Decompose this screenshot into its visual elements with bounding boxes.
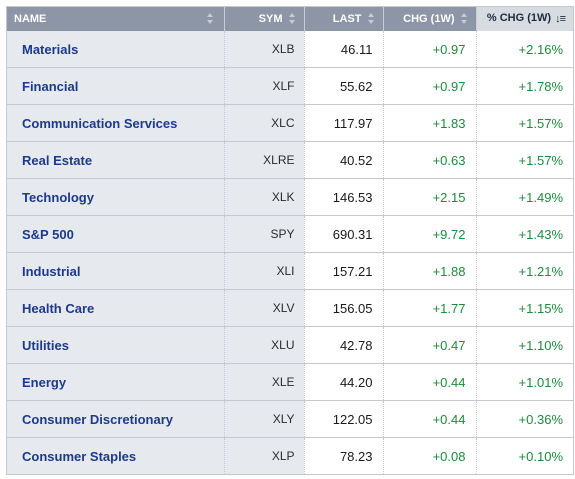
change-cell: +0.44	[383, 400, 477, 438]
symbol-cell: XLE	[224, 363, 305, 401]
table-row[interactable]: Energy XLE 44.20 +0.44 +1.01%	[6, 363, 573, 401]
column-header-last[interactable]: LAST	[304, 6, 384, 31]
symbol-cell: XLP	[224, 437, 305, 475]
column-header-pct-chg[interactable]: % CHG (1W) ↓≡	[476, 6, 573, 31]
symbol-cell: XLC	[224, 104, 305, 142]
sector-name-link[interactable]: Health Care	[6, 289, 225, 327]
symbol-cell: XLV	[224, 289, 305, 327]
change-cell: +0.63	[383, 141, 477, 179]
last-price-cell: 46.11	[304, 31, 384, 68]
percent-change-cell: +0.10%	[476, 437, 573, 475]
table-row[interactable]: Utilities XLU 42.78 +0.47 +1.10%	[6, 326, 573, 364]
sector-name-link[interactable]: Materials	[6, 31, 225, 68]
column-header-chg[interactable]: CHG (1W)	[383, 6, 477, 31]
sector-name-link[interactable]: Technology	[6, 178, 225, 216]
sector-name-link[interactable]: Consumer Staples	[6, 437, 225, 475]
column-header-last-label: LAST	[332, 12, 362, 25]
sector-name-link[interactable]: Energy	[6, 363, 225, 401]
sector-performance-table-container: NAME SYM LAST CHG (1W) % CHG (1W) ↓≡ Mate…	[6, 6, 573, 475]
column-header-sym[interactable]: SYM	[224, 6, 305, 31]
sector-name-link[interactable]: Communication Services	[6, 104, 225, 142]
last-price-cell: 55.62	[304, 67, 384, 105]
table-row[interactable]: Consumer Staples XLP 78.23 +0.08 +0.10%	[6, 437, 573, 475]
sort-both-icon[interactable]	[288, 13, 296, 25]
change-cell: +9.72	[383, 215, 477, 253]
change-cell: +2.15	[383, 178, 477, 216]
last-price-cell: 78.23	[304, 437, 384, 475]
sector-name-link[interactable]: Utilities	[6, 326, 225, 364]
table-row[interactable]: Consumer Discretionary XLY 122.05 +0.44 +0.3…	[6, 400, 573, 438]
percent-change-cell: +1.78%	[476, 67, 573, 105]
sector-name-link[interactable]: Real Estate	[6, 141, 225, 179]
percent-change-cell: +1.57%	[476, 141, 573, 179]
last-price-cell: 122.05	[304, 400, 384, 438]
sort-both-icon[interactable]	[367, 13, 375, 25]
table-row[interactable]: Technology XLK 146.53 +2.15 +1.49%	[6, 178, 573, 216]
column-header-name-label: NAME	[14, 12, 47, 25]
symbol-cell: XLU	[224, 326, 305, 364]
sort-both-icon[interactable]	[206, 13, 214, 24]
change-cell: +0.44	[383, 363, 477, 401]
symbol-cell: XLF	[224, 67, 305, 105]
sort-descending-icon[interactable]: ↓≡	[555, 12, 566, 25]
last-price-cell: 40.52	[304, 141, 384, 179]
percent-change-cell: +1.15%	[476, 289, 573, 327]
percent-change-cell: +1.43%	[476, 215, 573, 253]
sector-name-link[interactable]: Industrial	[6, 252, 225, 290]
change-cell: +0.97	[383, 31, 477, 68]
table-row[interactable]: Communication Services XLC 117.97 +1.83 +1.5…	[6, 104, 573, 142]
last-price-cell: 146.53	[304, 178, 384, 216]
change-cell: +0.08	[383, 437, 477, 475]
last-price-cell: 42.78	[304, 326, 384, 364]
sort-both-icon[interactable]	[460, 13, 468, 25]
column-header-name[interactable]: NAME	[6, 6, 225, 31]
symbol-cell: SPY	[224, 215, 305, 253]
last-price-cell: 117.97	[304, 104, 384, 142]
percent-change-cell: +1.01%	[476, 363, 573, 401]
column-header-chg-label: CHG (1W)	[403, 12, 455, 25]
last-price-cell: 44.20	[304, 363, 384, 401]
change-cell: +1.77	[383, 289, 477, 327]
sector-performance-table: NAME SYM LAST CHG (1W) % CHG (1W) ↓≡ Mate…	[6, 6, 573, 475]
column-header-sym-label: SYM	[258, 12, 283, 25]
table-row[interactable]: Real Estate XLRE 40.52 +0.63 +1.57%	[6, 141, 573, 179]
table-body: Materials XLB 46.11 +0.97 +2.16% Financial XLF…	[6, 31, 573, 475]
table-row[interactable]: Financial XLF 55.62 +0.97 +1.78%	[6, 67, 573, 105]
sector-name-link[interactable]: S&P 500	[6, 215, 225, 253]
percent-change-cell: +1.57%	[476, 104, 573, 142]
symbol-cell: XLY	[224, 400, 305, 438]
last-price-cell: 157.21	[304, 252, 384, 290]
sector-name-link[interactable]: Consumer Discretionary	[6, 400, 225, 438]
symbol-cell: XLRE	[224, 141, 305, 179]
symbol-cell: XLK	[224, 178, 305, 216]
change-cell: +0.47	[383, 326, 477, 364]
table-row[interactable]: Industrial XLI 157.21 +1.88 +1.21%	[6, 252, 573, 290]
percent-change-cell: +1.10%	[476, 326, 573, 364]
column-header-pct-chg-label: % CHG (1W)	[486, 12, 552, 25]
last-price-cell: 156.05	[304, 289, 384, 327]
table-row[interactable]: Health Care XLV 156.05 +1.77 +1.15%	[6, 289, 573, 327]
percent-change-cell: +2.16%	[476, 31, 573, 68]
percent-change-cell: +1.49%	[476, 178, 573, 216]
symbol-cell: XLI	[224, 252, 305, 290]
percent-change-cell: +1.21%	[476, 252, 573, 290]
change-cell: +0.97	[383, 67, 477, 105]
symbol-cell: XLB	[224, 31, 305, 68]
table-row[interactable]: S&P 500 SPY 690.31 +9.72 +1.43%	[6, 215, 573, 253]
change-cell: +1.83	[383, 104, 477, 142]
change-cell: +1.88	[383, 252, 477, 290]
table-header-row: NAME SYM LAST CHG (1W) % CHG (1W) ↓≡	[6, 6, 573, 31]
last-price-cell: 690.31	[304, 215, 384, 253]
percent-change-cell: +0.36%	[476, 400, 573, 438]
table-row[interactable]: Materials XLB 46.11 +0.97 +2.16%	[6, 31, 573, 68]
sector-name-link[interactable]: Financial	[6, 67, 225, 105]
